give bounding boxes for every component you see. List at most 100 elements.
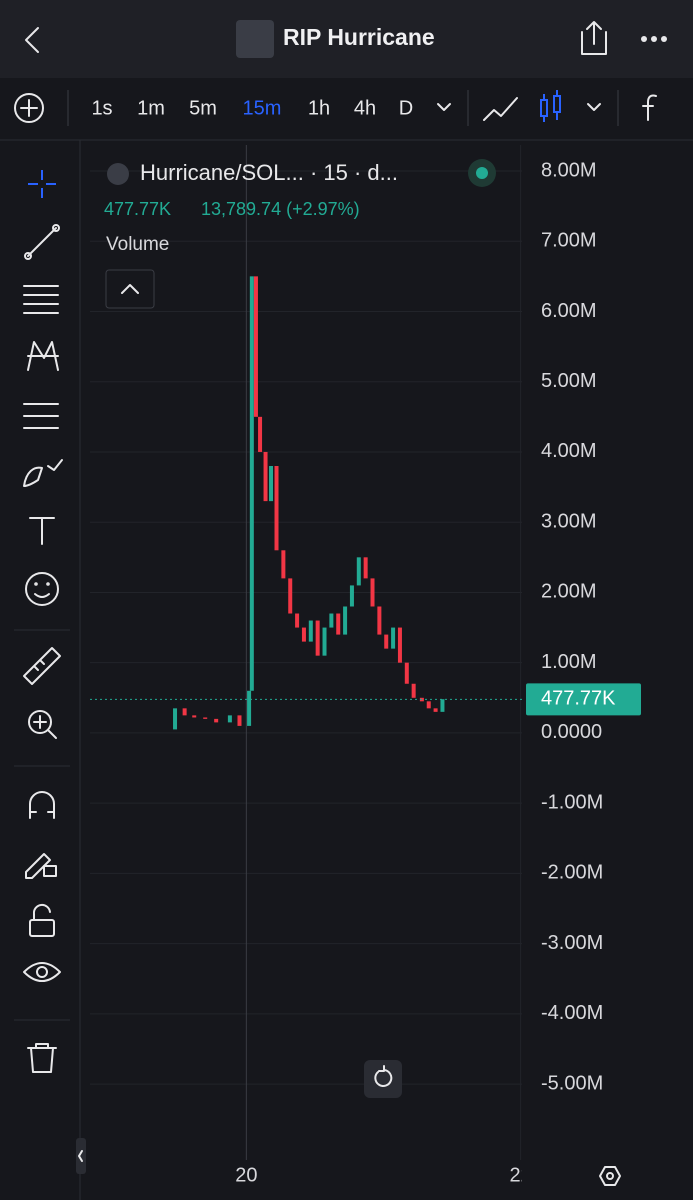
panel-toggle-icon: [78, 1150, 83, 1162]
visibility-tool[interactable]: [23, 962, 61, 982]
y-tick-label: -1.00M: [541, 791, 603, 813]
candle: [336, 613, 341, 635]
last-price-label: 477.77K: [541, 688, 616, 710]
crosshair-tool[interactable]: [28, 170, 56, 198]
candle: [315, 620, 320, 656]
y-tick-label: 1.00M: [541, 651, 597, 673]
interval-button[interactable]: D: [399, 97, 413, 119]
candle: [281, 550, 286, 579]
collapse-button[interactable]: [105, 269, 155, 309]
interval-button[interactable]: 1h: [308, 97, 330, 119]
legend-change: 13,789.74 (+2.97%): [201, 199, 360, 219]
brush-tool[interactable]: [23, 459, 63, 487]
candle: [237, 715, 242, 726]
candle: [269, 466, 274, 502]
add-button[interactable]: [14, 93, 44, 123]
last-price-badge: [526, 683, 641, 716]
candle: [203, 717, 208, 719]
fib-tool[interactable]: [23, 285, 59, 314]
candle: [253, 276, 258, 417]
candle: [301, 627, 306, 642]
interval-button[interactable]: 5m: [189, 97, 217, 119]
zoom-tool[interactable]: [28, 710, 57, 739]
interval-button[interactable]: 1m: [137, 97, 165, 119]
candle: [384, 634, 389, 649]
y-tick-label: -4.00M: [541, 1002, 603, 1024]
candle: [263, 451, 268, 502]
y-tick-label: 7.00M: [541, 230, 597, 252]
measure-tool[interactable]: [23, 647, 61, 685]
interval-button[interactable]: 4h: [354, 97, 376, 119]
magnet-tool[interactable]: [29, 791, 55, 819]
header-bar: [0, 0, 693, 78]
interval-button[interactable]: 15m: [243, 97, 282, 119]
line-chart-button[interactable]: [483, 97, 518, 121]
x-tick-label: 22: [510, 1164, 532, 1186]
candle: [308, 620, 313, 642]
y-tick-label: -2.00M: [541, 862, 603, 884]
indicator-label: Volume: [106, 234, 169, 255]
panel-toggle[interactable]: [76, 1138, 86, 1174]
symbol-avatar: [107, 163, 129, 185]
candle: [214, 718, 219, 723]
candle: [227, 715, 232, 723]
candle-chart-button[interactable]: [540, 90, 561, 122]
y-tick-label: -3.00M: [541, 932, 603, 954]
candle: [440, 699, 445, 712]
pattern-tool[interactable]: [27, 341, 59, 371]
candle: [397, 627, 402, 663]
settings-button[interactable]: [599, 1166, 621, 1186]
y-tick-label: 3.00M: [541, 510, 597, 532]
candle: [322, 627, 327, 656]
x-tick-label: 20: [235, 1164, 257, 1186]
reset-button[interactable]: [364, 1060, 402, 1098]
lock-tool[interactable]: [29, 903, 55, 937]
legend-price: 477.77K: [104, 199, 171, 219]
text-tool[interactable]: [29, 517, 55, 545]
back-button[interactable]: [25, 27, 39, 53]
toolbar: [0, 78, 693, 140]
symbol-label: Hurricane/SOL... · 15 · d...: [140, 160, 398, 185]
candle: [295, 613, 300, 628]
y-tick-label: -5.00M: [541, 1072, 603, 1094]
candle: [426, 701, 431, 709]
candle: [370, 578, 375, 607]
candle: [411, 683, 416, 698]
share-button[interactable]: [581, 21, 607, 55]
lock-draw-tool[interactable]: [25, 853, 57, 879]
reset-icon: [374, 1065, 393, 1087]
y-tick-label: 5.00M: [541, 370, 597, 392]
settings-icon: [606, 1172, 614, 1180]
page-title: RIP Hurricane: [283, 24, 435, 50]
indicators-button[interactable]: [642, 94, 657, 121]
candle: [249, 276, 254, 691]
candle: [363, 557, 368, 579]
emoji-tool[interactable]: [25, 572, 59, 606]
status-dot: [476, 167, 488, 179]
y-tick-label: 4.00M: [541, 440, 597, 462]
candle: [391, 627, 396, 649]
candle: [288, 578, 293, 614]
candle: [247, 690, 252, 726]
y-tick-label: 8.00M: [541, 159, 597, 181]
y-tick-label: 0.0000: [541, 721, 602, 743]
collapse-icon: [121, 284, 139, 294]
candle: [192, 715, 197, 718]
y-tick-label: 2.00M: [541, 581, 597, 603]
delete-tool[interactable]: [27, 1043, 57, 1073]
candle: [356, 557, 361, 586]
interval-dropdown[interactable]: [437, 103, 451, 111]
candle: [343, 606, 348, 635]
projection-tool[interactable]: [23, 403, 59, 429]
more-button[interactable]: [641, 36, 667, 42]
candle: [377, 606, 382, 635]
drawing-tools: [14, 170, 70, 1073]
candle: [182, 708, 187, 716]
interval-button[interactable]: 1s: [91, 97, 112, 119]
chart-type-dropdown[interactable]: [587, 103, 601, 111]
candle: [404, 662, 409, 684]
trend-line-tool[interactable]: [24, 224, 60, 260]
y-tick-label: 6.00M: [541, 300, 597, 322]
